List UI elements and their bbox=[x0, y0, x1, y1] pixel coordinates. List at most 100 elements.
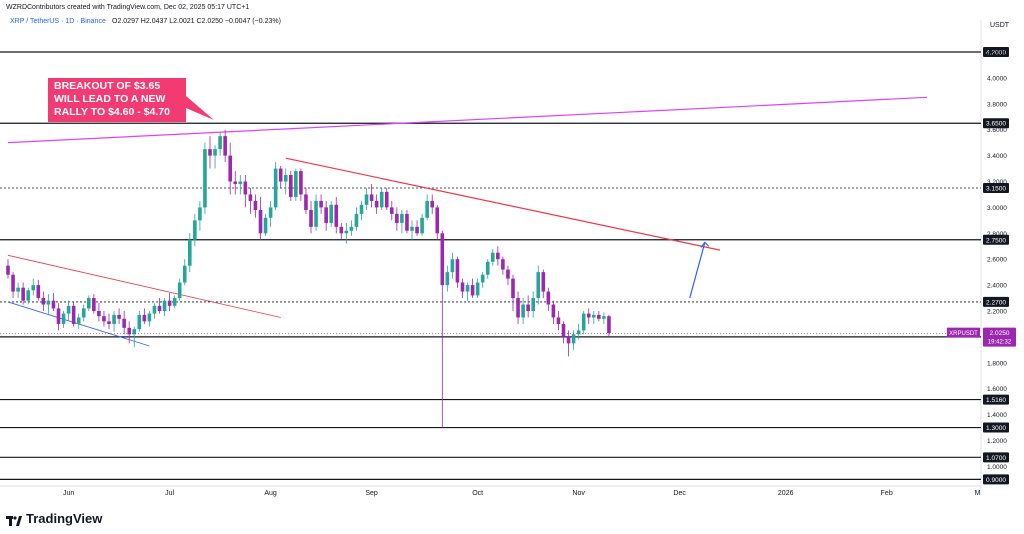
candle bbox=[566, 330, 571, 357]
candle bbox=[283, 168, 288, 195]
candle-body bbox=[314, 200, 318, 227]
level-price-label: 3.1500 bbox=[986, 185, 1006, 192]
candle-body bbox=[480, 274, 485, 283]
candle-body bbox=[586, 313, 591, 318]
candle-body bbox=[107, 321, 111, 324]
tradingview-logo[interactable]: TradingView bbox=[6, 511, 102, 526]
candle-body bbox=[516, 298, 520, 318]
candle-body bbox=[283, 175, 288, 182]
candle bbox=[480, 272, 485, 288]
candles bbox=[6, 129, 611, 428]
candle-body bbox=[233, 181, 238, 185]
candle bbox=[405, 209, 409, 234]
descending-resistance-trendline[interactable] bbox=[285, 157, 721, 251]
y-tick-label: 1.2000 bbox=[987, 438, 1007, 445]
candle bbox=[294, 168, 298, 201]
rising-resistance-trendline[interactable] bbox=[7, 96, 928, 144]
candle bbox=[258, 197, 263, 240]
candle-body bbox=[137, 314, 142, 330]
candle bbox=[193, 213, 197, 247]
candle-body bbox=[526, 304, 530, 311]
projection-arrow[interactable] bbox=[689, 241, 710, 299]
candle-body bbox=[576, 330, 581, 335]
candle bbox=[11, 272, 15, 299]
candle bbox=[92, 294, 96, 314]
candle-body bbox=[485, 261, 490, 275]
candle-body bbox=[278, 168, 283, 182]
y-tick-label: 4.0000 bbox=[987, 75, 1007, 82]
candle bbox=[470, 278, 475, 299]
candle bbox=[410, 220, 414, 240]
y-tick-label: 1.8000 bbox=[987, 360, 1007, 367]
candle-body bbox=[152, 305, 157, 314]
candle bbox=[516, 291, 520, 324]
arrow-shaft bbox=[689, 242, 706, 299]
candle bbox=[369, 184, 374, 208]
bar-countdown-label: 19:42:32 bbox=[988, 340, 1012, 346]
candle-body bbox=[501, 259, 505, 270]
candle-body bbox=[228, 155, 232, 182]
candle bbox=[273, 162, 278, 210]
candle-body bbox=[198, 207, 202, 221]
y-tick-label: 1.4000 bbox=[987, 412, 1007, 419]
candle bbox=[597, 311, 601, 322]
level-price-badge bbox=[983, 182, 1009, 193]
level-price-label: 1.3000 bbox=[986, 425, 1006, 432]
tradingview-logo-icon bbox=[6, 514, 22, 526]
candle bbox=[16, 282, 20, 299]
candle bbox=[213, 145, 217, 169]
candle-body bbox=[364, 194, 369, 205]
x-axis-ticks: Jun Jul Aug Sep Oct Nov Dec 2026 Feb M bbox=[63, 490, 981, 497]
candle-body bbox=[561, 323, 566, 337]
level-price-label: 3.6500 bbox=[986, 121, 1006, 128]
candle bbox=[506, 265, 510, 286]
candle bbox=[319, 194, 323, 214]
candle-body bbox=[157, 305, 162, 311]
candle bbox=[586, 308, 591, 324]
candle-body bbox=[556, 317, 561, 324]
candle-body bbox=[445, 272, 450, 286]
candle bbox=[531, 291, 535, 318]
breakout-callout[interactable]: BREAKOUT OF $3.65 WILL LEAD TO A NEW RAL… bbox=[48, 78, 186, 122]
candle-body bbox=[440, 233, 445, 286]
callout-pointer bbox=[186, 96, 214, 120]
currency-label: USDT bbox=[990, 22, 1010, 29]
candle-body bbox=[31, 285, 36, 291]
candle-body bbox=[147, 313, 152, 322]
level-price-badge bbox=[983, 47, 1009, 57]
candle bbox=[56, 303, 61, 331]
candle bbox=[384, 187, 389, 210]
x-tick-label: Aug bbox=[264, 490, 277, 497]
candle-body bbox=[369, 194, 374, 201]
candle-body bbox=[203, 149, 207, 208]
candle bbox=[485, 259, 490, 279]
candle-body bbox=[571, 334, 576, 344]
candle-body bbox=[410, 226, 414, 231]
falling-channel-top-trendline[interactable] bbox=[7, 254, 281, 318]
candle-body bbox=[112, 314, 116, 324]
candle-body bbox=[430, 200, 434, 208]
level-price-badge bbox=[983, 394, 1009, 405]
candle bbox=[349, 220, 354, 236]
candle bbox=[440, 230, 445, 428]
candle-body bbox=[56, 308, 61, 324]
candle-body bbox=[581, 313, 586, 331]
candle bbox=[46, 294, 51, 314]
candle bbox=[203, 142, 207, 214]
candle-body bbox=[390, 207, 394, 214]
candle-body bbox=[132, 329, 137, 335]
candle-body bbox=[475, 282, 480, 296]
symbol-title[interactable]: XRP / TetherUS · 1D · Binance bbox=[10, 18, 106, 25]
candle-body bbox=[607, 316, 611, 334]
candle bbox=[177, 278, 182, 301]
candle bbox=[445, 265, 450, 292]
symbol-badge-label: XRPUSDT bbox=[949, 331, 978, 337]
candle-body bbox=[188, 239, 192, 266]
horizontal-levels[interactable]: 4.20003.65003.15002.75002.27002.00001.51… bbox=[0, 47, 1009, 485]
candle-body bbox=[400, 213, 404, 223]
trendlines[interactable] bbox=[7, 96, 928, 347]
candle-body bbox=[359, 204, 364, 214]
candle-body bbox=[46, 300, 51, 305]
candle bbox=[556, 311, 561, 331]
